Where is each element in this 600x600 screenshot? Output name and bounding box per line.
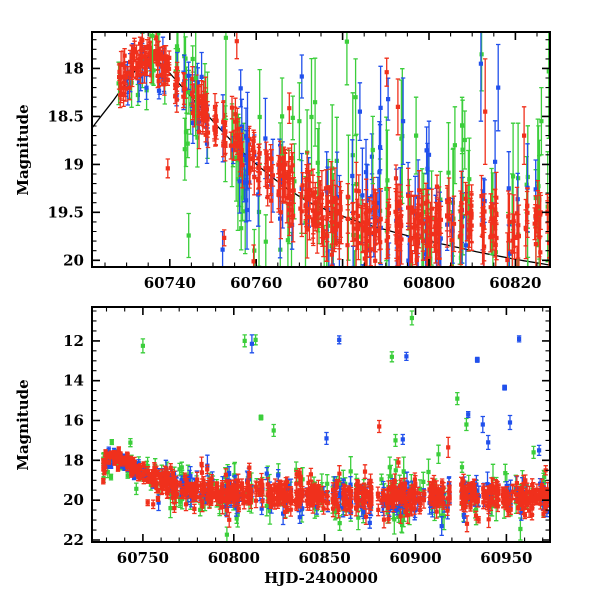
panel-bottom-data	[101, 310, 550, 542]
panel-bottom-y-tick-label: 12	[63, 332, 84, 350]
panel-bottom-x-tick-label: 60900	[389, 549, 441, 567]
panel-top-y-tick-label: 19.5	[47, 203, 84, 221]
panel-bottom-y-tick-label: 20	[63, 491, 84, 509]
panel-top-data	[92, 32, 550, 267]
panel-bottom-y-tick-label: 22	[63, 531, 84, 549]
panel-top-x-tick-label: 60780	[317, 274, 369, 292]
bottom-panel-y-axis-label: Magnitude	[14, 379, 32, 470]
panel-bottom-y-tick-label: 14	[63, 372, 84, 390]
panel-bottom-minor-ticks	[92, 307, 550, 542]
panel-bottom-frame	[91, 306, 551, 543]
panel-top-y-tick-label: 18	[63, 59, 84, 77]
red-outlier-errorbars	[377, 419, 451, 459]
panel-top-x-tick-label: 60800	[403, 274, 455, 292]
panel-bottom-y-tick-label: 16	[63, 412, 84, 430]
panel-bottom-major-ticks	[92, 307, 550, 542]
panel-top-major-ticks	[92, 32, 550, 267]
panel-top-y-tick-label: 20	[63, 251, 84, 269]
panel-top-y-tick-label: 19	[63, 155, 84, 173]
red-series-points	[117, 35, 550, 267]
red-outlier-errorbars	[483, 58, 527, 166]
green-outlier-errorbars	[140, 310, 536, 460]
green-series-errorbars	[116, 32, 550, 267]
panel-top-x-tick-label: 60820	[489, 274, 541, 292]
red-series-errorbars	[116, 32, 550, 267]
panel-bottom-x-tick-label: 60950	[480, 549, 532, 567]
panel-bottom-y-tick-label: 18	[63, 451, 84, 469]
panel-top-x-tick-label: 60740	[144, 274, 196, 292]
panel-top-x-tick-label: 60760	[230, 274, 282, 292]
panel-top-minor-ticks	[92, 32, 550, 267]
panel-top-y-tick-label: 18.5	[47, 107, 84, 125]
panel-bottom-x-tick-label: 60750	[117, 549, 169, 567]
green-outlier-points	[140, 315, 536, 455]
panel-bottom-x-tick-label: 60800	[208, 549, 260, 567]
panel-bottom-x-tick-label: 60850	[299, 549, 351, 567]
top-panel-y-axis-label: Magnitude	[14, 104, 32, 195]
green-series-points	[116, 32, 550, 267]
chart-layer: 60740 60760 60780 60800 60820 18 18.5 19 19.5 20 6…	[47, 31, 551, 567]
x-axis-label: HJD-2400000	[264, 569, 378, 587]
red-series-points	[101, 447, 550, 526]
